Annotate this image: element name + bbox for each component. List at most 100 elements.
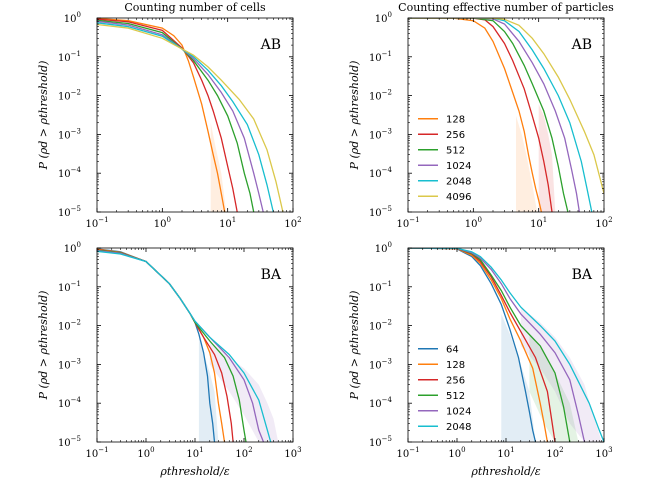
series-line-128	[408, 248, 549, 442]
x-tick-label: 101	[530, 216, 547, 230]
confidence-band-2	[520, 307, 602, 442]
x-axis-label: ρthreshold/ε	[470, 465, 540, 478]
x-tick-label: 101	[497, 446, 514, 460]
legend: 128 256 512 1024 2048 4096	[418, 114, 471, 203]
plot-area	[97, 248, 279, 442]
y-tick-label: 10−4	[58, 396, 82, 410]
series-line-2048	[408, 18, 593, 212]
y-tick-label: 10−4	[369, 166, 393, 180]
panel-bottom-left: 10−1 100 101 102 103 10−5 10−4 10−3 10−2 10−1 100 B…	[37, 241, 302, 478]
y-tick-label: 100	[375, 11, 392, 25]
y-tick-label: 100	[64, 11, 81, 25]
series-line-4	[97, 22, 274, 212]
legend-label-256: 256	[446, 375, 465, 386]
axes-frame	[96, 17, 294, 213]
y-tick-label: 10−3	[369, 357, 392, 371]
y-tick-label: 10−1	[369, 50, 392, 64]
series-line-2048	[408, 248, 604, 442]
y-tick-label: 10−5	[369, 205, 392, 219]
panel-top-left: 10−1 100 101 102 10−5 10−4 10−3 10−2 10−1 100 Coun…	[37, 1, 302, 230]
legend-label-64: 64	[446, 344, 459, 355]
series-line-128	[408, 18, 543, 212]
confidence-band-0	[501, 313, 536, 442]
y-axis-label: P (ρd > ρthreshold)	[348, 291, 361, 401]
series-line-0	[97, 248, 216, 442]
legend-label-512: 512	[446, 145, 465, 156]
x-axis-label: ρthreshold/ε	[159, 465, 229, 478]
chart-title: Counting number of cells	[124, 1, 266, 14]
plot-area	[97, 18, 284, 212]
y-tick-label: 10−3	[369, 127, 392, 141]
x-tick-label: 103	[284, 446, 301, 460]
series-line-1024	[408, 18, 581, 212]
y-axis-label: P (ρd > ρthreshold)	[37, 291, 50, 401]
panel-label: BA	[572, 267, 593, 283]
series-line-0	[97, 18, 226, 212]
y-tick-label: 10−5	[369, 435, 392, 449]
confidence-band-0	[210, 122, 227, 212]
legend-label-1024: 1024	[446, 161, 471, 172]
x-tick-label: 102	[595, 216, 612, 230]
y-tick-label: 10−5	[58, 435, 81, 449]
confidence-band-0	[516, 115, 538, 212]
x-tick-label: 100	[154, 216, 171, 230]
legend-label-4096: 4096	[446, 192, 471, 203]
y-tick-label: 100	[375, 241, 392, 255]
legend-label-2048: 2048	[446, 176, 471, 187]
series-line-4	[97, 250, 265, 442]
panel-label: AB	[571, 37, 592, 53]
panel-label: BA	[261, 267, 282, 283]
legend-label-256: 256	[446, 130, 465, 141]
y-axis-label: P (ρd > ρthreshold)	[37, 61, 50, 171]
series-line-1024	[408, 248, 586, 442]
x-tick-label: 100	[465, 216, 482, 230]
legend-label-512: 512	[446, 391, 465, 402]
y-tick-label: 10−1	[58, 50, 81, 64]
x-tick-label: 100	[137, 446, 154, 460]
panel-label: AB	[260, 37, 281, 53]
series-line-2	[97, 19, 255, 212]
confidence-band-1	[538, 104, 556, 212]
series-line-1	[97, 18, 238, 212]
y-tick-label: 10−3	[58, 127, 81, 141]
y-tick-label: 100	[64, 241, 81, 255]
x-tick-label: 102	[235, 446, 252, 460]
y-axis-label: P (ρd > ρthreshold)	[348, 61, 361, 171]
confidence-band-1	[209, 341, 279, 442]
y-tick-label: 10−5	[58, 205, 81, 219]
plot-area	[408, 18, 604, 212]
axes-frame	[407, 17, 605, 213]
y-tick-label: 10−3	[58, 357, 81, 371]
y-tick-label: 10−4	[58, 166, 82, 180]
legend: 64 128 256 512 1024 2048	[418, 344, 471, 433]
legend-label-128: 128	[446, 360, 465, 371]
series-line-64	[408, 248, 537, 442]
y-tick-label: 10−2	[58, 89, 81, 103]
x-tick-label: 100	[448, 446, 465, 460]
legend-label-2048: 2048	[446, 422, 471, 433]
x-tick-label: 10−1	[85, 446, 108, 460]
confidence-band-1	[529, 334, 579, 442]
panel-bottom-right: 10−1 100 101 102 103 10−5 10−4 10−3 10−2 10−1 100 B…	[348, 241, 613, 478]
x-tick-label: 101	[219, 216, 236, 230]
series-line-3	[97, 249, 247, 442]
legend-label-128: 128	[446, 114, 465, 125]
y-tick-label: 10−2	[58, 319, 81, 333]
legend-label-1024: 1024	[446, 406, 471, 417]
panel-top-right: 10−1 100 101 102 10−5 10−4 10−3 10−2 10−1 100 Coun…	[348, 1, 614, 230]
x-tick-label: 10−1	[396, 446, 419, 460]
y-tick-label: 10−2	[369, 319, 392, 333]
y-tick-label: 10−2	[369, 89, 392, 103]
plot-area	[408, 248, 604, 442]
y-tick-label: 10−1	[369, 280, 392, 294]
series-line-3	[97, 20, 264, 212]
x-tick-label: 101	[186, 446, 203, 460]
y-tick-label: 10−4	[369, 396, 393, 410]
x-tick-label: 10−1	[85, 216, 108, 230]
x-tick-label: 10−1	[396, 216, 419, 230]
chart-title: Counting effective number of particles	[398, 1, 614, 14]
x-tick-label: 103	[595, 446, 612, 460]
x-tick-label: 102	[546, 446, 563, 460]
series-line-5	[97, 250, 272, 442]
